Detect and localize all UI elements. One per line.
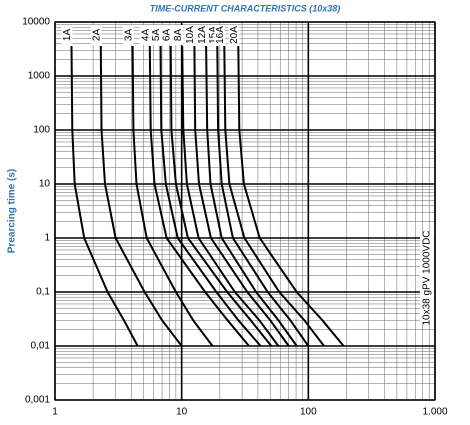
plot-frame (54, 21, 436, 401)
curve-label-bg (228, 25, 240, 45)
y-tick-label: 100 (33, 125, 50, 136)
curve (159, 45, 262, 347)
y-tick-label: 0,001 (25, 395, 50, 406)
curve-label-bg (214, 25, 226, 45)
x-tick-label: 100 (300, 407, 317, 418)
curve (99, 45, 183, 347)
curve (237, 45, 345, 347)
y-tick-label: 1 (44, 233, 50, 244)
curve (181, 45, 280, 347)
curve-label: 12A (197, 26, 208, 44)
curve-label: 15A (208, 26, 219, 44)
curve (169, 45, 273, 347)
curve-label: 4A (140, 29, 151, 42)
curve-label: 8A (173, 29, 184, 42)
curve (131, 45, 214, 347)
curve-label: 10A (185, 26, 196, 44)
curve-label: 6A (161, 29, 172, 42)
curve-label-bg (150, 25, 162, 45)
curve-label: 16A (215, 26, 226, 44)
y-tick-label: 1000 (28, 71, 51, 82)
annotation-bg (420, 233, 434, 323)
x-tick-label: 1.000 (422, 407, 447, 418)
x-tick-label: 1 (52, 407, 58, 418)
curve (70, 45, 139, 347)
curve-label: 20A (229, 26, 240, 44)
x-tick-label: 10 (176, 407, 188, 418)
curve (223, 45, 325, 347)
curve (193, 45, 290, 347)
annotation: 10x38 gPV 1000VDC (422, 230, 433, 325)
curve-label-bg (122, 25, 134, 45)
chart-title: TIME-CURRENT CHARACTERISTICS (10x38) (150, 3, 341, 13)
y-tick-label: 10 (39, 179, 51, 190)
curve-label: 1A (62, 29, 73, 42)
curve-label-bg (207, 25, 219, 45)
curve-label-bg (90, 25, 102, 45)
curve-label-bg (172, 25, 184, 45)
y-tick-label: 0,01 (31, 341, 51, 352)
curve-label: 5A (151, 29, 162, 42)
curve-label-bg (160, 25, 172, 45)
curve-label-bg (139, 25, 151, 45)
curve (216, 45, 310, 347)
curve (148, 45, 250, 347)
y-tick-label: 10000 (22, 17, 50, 28)
y-tick-label: 0,1 (36, 287, 50, 298)
curve-label: 2A (91, 29, 102, 42)
curve (205, 45, 298, 347)
curve-label-bg (196, 25, 208, 45)
curve-label-bg (61, 25, 73, 45)
curve-label: 3A (123, 29, 134, 42)
curve-label-bg (184, 25, 196, 45)
y-axis-label: Prearcing time (s) (7, 169, 18, 253)
